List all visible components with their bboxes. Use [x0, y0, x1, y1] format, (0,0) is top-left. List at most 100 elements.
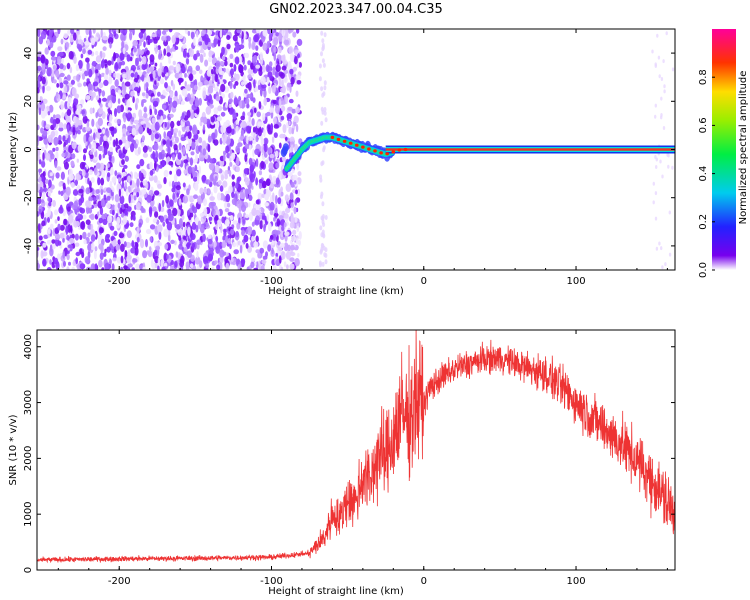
noise-blob: [42, 85, 45, 94]
noise-blob: [239, 136, 245, 141]
noise-blob: [113, 139, 116, 148]
noise-blob: [251, 185, 254, 190]
noise-blob: [126, 125, 132, 132]
noise-blob: [125, 71, 131, 81]
noise-blob: [658, 241, 661, 246]
noise-blob: [192, 126, 198, 135]
noise-blob: [107, 37, 114, 45]
noise-blob: [238, 138, 241, 144]
noise-blob: [251, 257, 256, 262]
noise-blob: [60, 100, 64, 111]
noise-blob: [97, 211, 100, 217]
noise-blob: [654, 64, 657, 68]
noise-blob: [175, 185, 181, 191]
noise-blob: [42, 130, 48, 137]
noise-blob: [77, 83, 82, 88]
noise-blob: [657, 55, 661, 60]
noise-blob: [41, 220, 46, 227]
noise-blob: [114, 79, 119, 88]
noise-blob: [155, 150, 159, 160]
noise-blob: [130, 116, 135, 122]
noise-blob: [75, 30, 81, 36]
snr-plot-area: [37, 330, 675, 564]
noise-blob: [165, 195, 170, 204]
noise-blob: [663, 89, 666, 94]
noise-blob: [172, 207, 178, 217]
noise-blob: [93, 167, 98, 176]
noise-blob: [324, 117, 328, 123]
noise-blob: [289, 136, 295, 143]
noise-blob: [319, 225, 323, 231]
noise-blob: [50, 130, 56, 138]
noise-blob: [49, 259, 52, 265]
noise-blob: [186, 144, 190, 152]
noise-blob: [274, 150, 279, 158]
noise-blob: [68, 261, 71, 266]
noise-blob: [125, 241, 131, 249]
noise-blob: [224, 169, 228, 177]
noise-blob: [39, 71, 43, 77]
noise-blob: [196, 52, 201, 57]
noise-blob: [203, 255, 209, 265]
noise-blob: [207, 253, 213, 262]
noise-blob: [78, 188, 84, 194]
snr-frame: [36, 329, 676, 571]
noise-blob: [42, 152, 45, 162]
noise-blob: [121, 159, 125, 165]
noise-blob: [321, 38, 325, 44]
noise-blob: [247, 112, 252, 116]
noise-blob: [224, 60, 228, 67]
noise-blob: [235, 125, 239, 133]
noise-blob: [204, 79, 209, 86]
noise-blob: [136, 57, 140, 66]
noise-blob: [188, 73, 194, 82]
noise-blob: [127, 263, 133, 268]
noise-blob: [221, 55, 226, 61]
noise-blob: [110, 167, 114, 176]
noise-blob: [133, 215, 136, 221]
noise-blob: [195, 65, 201, 72]
noise-blob: [51, 239, 56, 244]
noise-blob: [119, 207, 123, 215]
snr-ytick-label: 1000: [23, 501, 34, 526]
noise-blob: [227, 165, 231, 172]
noise-blob: [58, 206, 64, 214]
noise-blob: [145, 228, 152, 235]
noise-blob: [280, 251, 286, 260]
noise-blob: [86, 78, 90, 83]
noise-blob: [117, 239, 121, 245]
noise-blob: [320, 191, 324, 197]
noise-blob: [247, 60, 252, 66]
noise-blob: [42, 98, 48, 105]
noise-blob: [154, 80, 157, 85]
noise-blob: [211, 206, 215, 216]
noise-blob: [228, 185, 233, 194]
noise-blob: [164, 243, 169, 250]
noise-blob: [111, 176, 117, 184]
noise-blob: [286, 113, 292, 120]
noise-blob: [253, 79, 256, 89]
noise-blob: [281, 105, 286, 112]
noise-blob: [124, 181, 128, 190]
noise-blob: [106, 246, 111, 253]
noise-blob: [168, 181, 172, 187]
noise-blob: [160, 259, 164, 269]
noise-blob: [180, 255, 185, 264]
noise-blob: [184, 29, 189, 35]
noise-blob: [219, 185, 224, 192]
noise-blob: [209, 158, 214, 164]
noise-blob: [93, 132, 96, 141]
noise-blob: [663, 84, 666, 89]
noise-blob: [218, 180, 222, 186]
noise-blob: [662, 59, 665, 64]
noise-blob: [63, 260, 66, 267]
noise-blob: [202, 148, 207, 156]
noise-blob: [75, 110, 80, 115]
noise-blob: [66, 266, 70, 270]
noise-blob: [98, 217, 104, 224]
noise-blob: [244, 188, 249, 196]
noise-blob: [172, 154, 176, 161]
noise-blob: [97, 128, 102, 133]
noise-blob: [297, 253, 300, 258]
noise-blob: [98, 153, 102, 161]
